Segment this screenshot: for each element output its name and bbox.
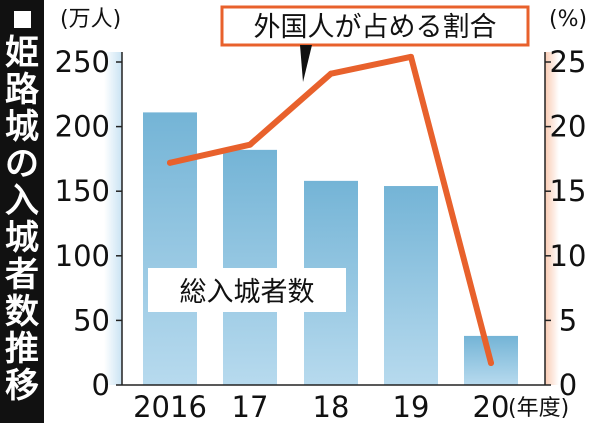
left-axis-band	[104, 52, 122, 385]
title-bullet-icon	[13, 11, 31, 28]
right-tick-label: 15	[550, 174, 587, 208]
chart-title-char: 姫	[5, 33, 39, 73]
left-tick-label: 200	[55, 110, 110, 144]
left-tick-label: 150	[55, 174, 110, 208]
legend-pointer-icon	[300, 45, 312, 82]
chart-title-char: 移	[5, 366, 39, 406]
right-tick-label: 10	[550, 239, 587, 273]
right-axis-unit: (%)	[549, 7, 587, 32]
left-tick-label: 100	[55, 239, 110, 273]
chart-title-char: 推	[5, 329, 39, 369]
x-tick-label-19: 19	[393, 390, 430, 423]
chart-title-char: の	[5, 144, 39, 184]
bar-17	[223, 149, 277, 385]
line-point-2016	[167, 159, 173, 166]
right-axis-band	[545, 52, 559, 385]
left-tick-label: 0	[92, 368, 110, 402]
chart-title: 姫路城の入城者数推移	[5, 35, 39, 405]
chart-title-char: 者	[5, 255, 39, 295]
bar-2016	[143, 112, 197, 385]
x-tick-label-2016: 2016	[133, 390, 207, 423]
chart-title-char: 入	[5, 181, 39, 221]
bar-legend-box	[148, 268, 346, 312]
x-tick-label-17: 17	[232, 390, 269, 423]
chart-title-bar: 姫路城の入城者数推移	[0, 0, 44, 423]
right-tick-label: 0	[559, 368, 577, 402]
line-point-17	[247, 141, 253, 148]
right-tick-label: 5	[559, 303, 577, 337]
right-tick-label: 20	[550, 110, 587, 144]
line-point-19	[408, 53, 414, 60]
right-tick-label: 25	[550, 45, 587, 79]
left-tick-label: 50	[73, 303, 110, 337]
line-legend-label: 外国人が占める割合	[254, 12, 497, 43]
left-axis-unit: (万人)	[60, 7, 121, 32]
chart-title-char: 数	[5, 292, 39, 332]
left-tick-label: 250	[55, 45, 110, 79]
chart-title-char: 路	[5, 70, 39, 110]
x-tick-label-18: 18	[313, 390, 350, 423]
bar-legend-label: 総入城者数	[180, 277, 315, 308]
chart-title-char: 城	[5, 107, 39, 147]
line-legend-box	[220, 5, 530, 47]
bar-19	[384, 186, 438, 385]
chart-title-char: 城	[5, 218, 39, 258]
x-axis-unit: (年度)	[508, 396, 569, 421]
line-point-18	[328, 70, 334, 77]
line-point-20	[488, 360, 494, 367]
x-tick-label-20: 20	[473, 390, 510, 423]
